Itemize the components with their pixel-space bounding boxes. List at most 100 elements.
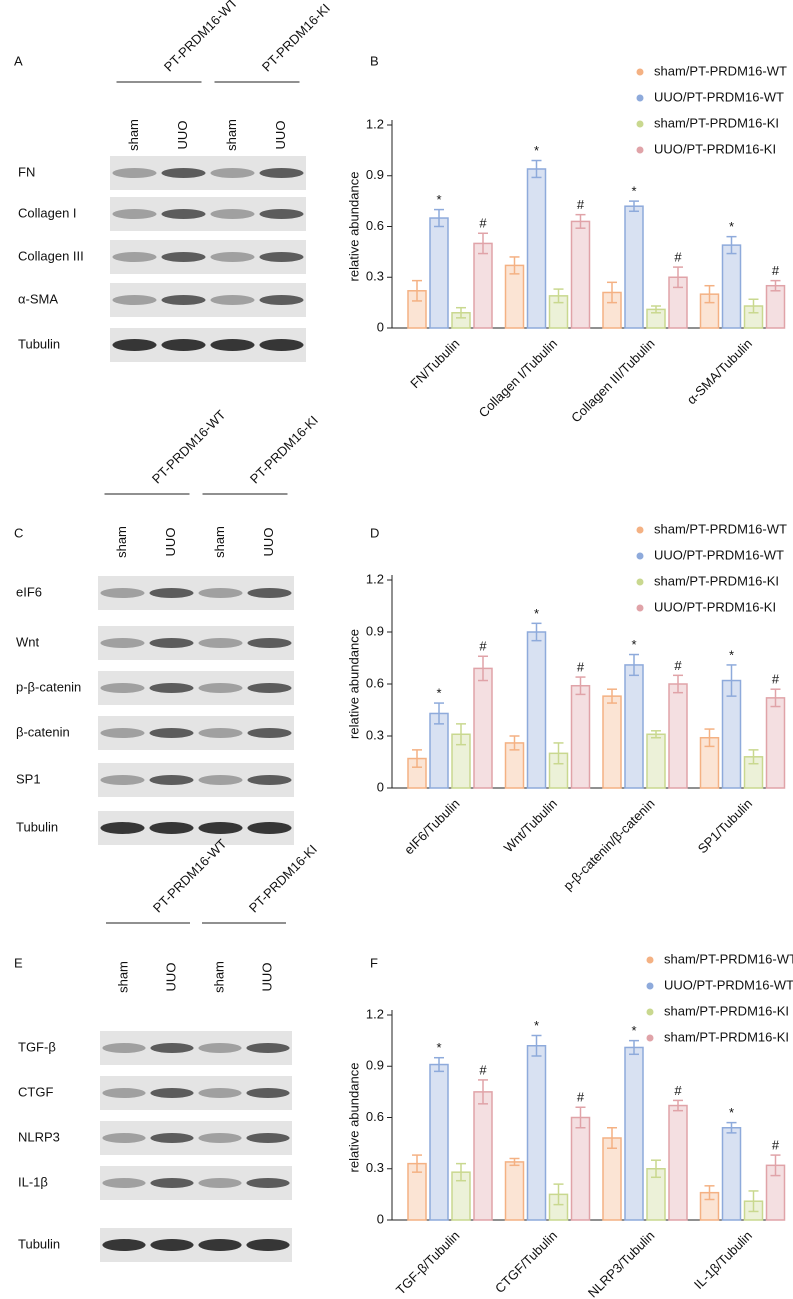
bar [504, 1161, 525, 1221]
lane-label: UUO [273, 121, 288, 150]
blot-band [259, 295, 304, 305]
y-tick-label: 0.3 [366, 727, 384, 742]
significance-mark: * [436, 192, 441, 207]
legend-label: UUO/PT-PRDM16-WT [654, 89, 784, 104]
significance-mark: # [479, 216, 487, 231]
bar [473, 667, 493, 789]
bar [624, 1046, 644, 1221]
blot-row-label: FN [18, 164, 35, 179]
y-tick-label: 0.3 [366, 1160, 384, 1175]
legend-marker [636, 552, 644, 560]
significance-mark: * [534, 143, 539, 158]
blot-band [198, 822, 243, 834]
y-axis-label: relative abundance [346, 172, 361, 282]
x-tick-label: CTGF/Tubulin [492, 1228, 560, 1296]
bar [473, 1091, 493, 1221]
blot-band [198, 1043, 242, 1053]
group-label: PT-PRDM16-KI [259, 1, 333, 75]
significance-mark: * [631, 637, 636, 652]
y-tick-label: 0 [377, 319, 384, 334]
significance-mark: # [772, 672, 780, 687]
blot-band [102, 1239, 146, 1251]
significance-mark: * [436, 1040, 441, 1055]
bar [526, 631, 547, 789]
group-label: PT-PRDM16-KI [247, 413, 321, 487]
blot-band [161, 252, 206, 262]
blot-row-label: TGF-β [18, 1039, 56, 1054]
bar [668, 683, 688, 789]
blot-band [198, 1088, 242, 1098]
significance-mark: # [674, 250, 682, 265]
lane-label: UUO [163, 528, 178, 557]
lane-label: UUO [163, 963, 178, 992]
blot-band [161, 339, 206, 351]
blot-band [246, 1133, 290, 1143]
legend-marker [636, 120, 644, 128]
blot-band [247, 588, 292, 598]
y-tick-label: 0.9 [366, 1058, 384, 1073]
blot-band [112, 209, 157, 219]
bar [602, 1137, 622, 1221]
blot-band [246, 1178, 290, 1188]
significance-mark: # [479, 639, 487, 654]
blot-band [112, 339, 157, 351]
blot-band [100, 588, 145, 598]
legend-marker [646, 982, 654, 990]
blot-band [150, 1088, 194, 1098]
blot-row-label: α-SMA [18, 291, 58, 306]
blot-band [247, 728, 292, 738]
legend-marker [636, 578, 644, 586]
blot-band [259, 339, 304, 351]
bar [765, 697, 786, 789]
blot-band [247, 683, 292, 693]
blot-band [100, 775, 145, 785]
blot-band [100, 728, 145, 738]
x-tick-label: TGF-β/Tubulin [393, 1228, 463, 1298]
blot-band [198, 775, 243, 785]
blot-band [149, 775, 194, 785]
lane-label: sham [114, 526, 129, 558]
blot-band [161, 168, 206, 178]
y-tick-label: 0.6 [366, 1109, 384, 1124]
significance-mark: * [534, 1018, 539, 1033]
x-tick-label: SP1/Tubulin [695, 796, 755, 856]
legend-label: sham/PT-PRDM16-KI [664, 1003, 789, 1018]
legend-marker [646, 1008, 654, 1016]
significance-mark: # [577, 660, 585, 675]
significance-mark: # [479, 1062, 487, 1077]
x-tick-label: Wnt/Tubulin [501, 796, 560, 855]
blot-band [246, 1043, 290, 1053]
significance-mark: * [534, 606, 539, 621]
blot-band [100, 822, 145, 834]
blot-band [247, 822, 292, 834]
legend-label: UUO/PT-PRDM16-KI [654, 141, 776, 156]
blot-band [149, 728, 194, 738]
significance-mark: * [631, 184, 636, 199]
significance-mark: # [674, 658, 682, 673]
y-tick-label: 1.2 [366, 571, 384, 586]
x-tick-label: IL-1β/Tubulin [691, 1228, 755, 1292]
bar [526, 168, 547, 329]
lane-label: UUO [259, 963, 274, 992]
blot-band [259, 252, 304, 262]
blot-band [161, 209, 206, 219]
blot-band [150, 1239, 194, 1251]
x-tick-label: Collagen I/Tubulin [476, 336, 560, 420]
x-tick-label: eIF6/Tubulin [401, 796, 462, 857]
bar [429, 712, 449, 789]
blot-row-label: p-β-catenin [16, 679, 81, 694]
blot-band [210, 209, 255, 219]
bar [721, 244, 742, 329]
blot-band [149, 638, 194, 648]
blot-band [198, 638, 243, 648]
bar [504, 264, 525, 329]
legend-marker [636, 146, 644, 154]
blot-band [198, 1133, 242, 1143]
y-tick-label: 0.6 [366, 218, 384, 233]
x-tick-label: Collagen III/Tubulin [568, 336, 657, 425]
bar [570, 1116, 591, 1221]
legend-label: UUO/PT-PRDM16-WT [654, 547, 784, 562]
blot-band [198, 1239, 242, 1251]
group-label: PT-PRDM16-WT [161, 0, 241, 75]
y-axis-label: relative abundance [346, 629, 361, 739]
